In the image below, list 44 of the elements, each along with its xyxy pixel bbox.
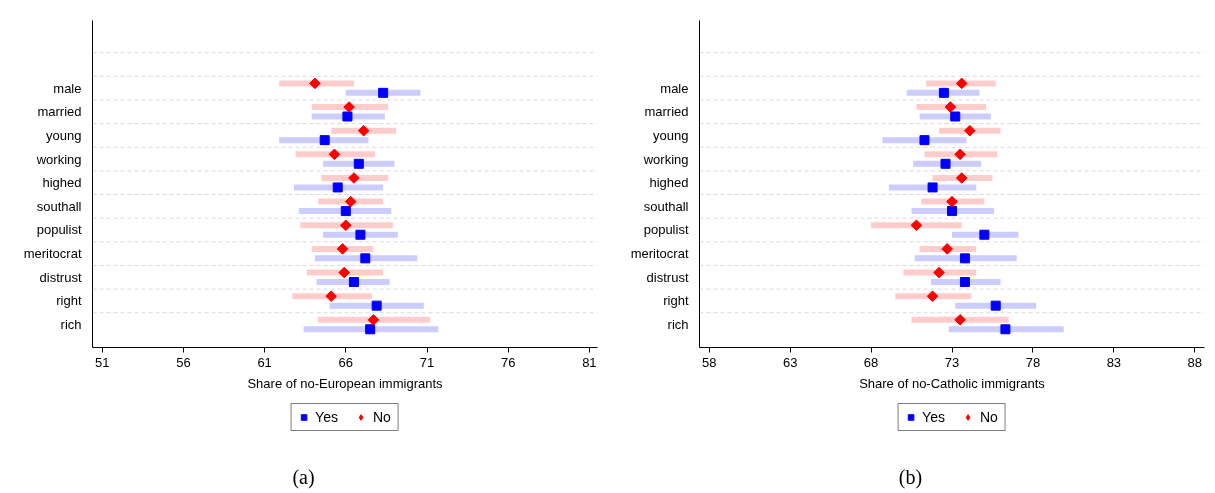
x-axis-title: Share of no-European immigrants bbox=[247, 375, 444, 391]
y-tick-label: rich bbox=[667, 317, 689, 333]
y-tick-label: distrust bbox=[39, 269, 82, 285]
y-tick-label: highed bbox=[42, 175, 82, 191]
x-tick-label: 61 bbox=[257, 354, 272, 370]
y-tick-label: working bbox=[35, 151, 82, 167]
y-tick-label: married bbox=[644, 104, 689, 120]
y-tick-label: young bbox=[653, 127, 689, 143]
legend-label: No bbox=[979, 409, 999, 425]
x-tick-label: 76 bbox=[500, 354, 516, 370]
x-tick-label: 73 bbox=[944, 354, 960, 370]
x-tick-label: 83 bbox=[1106, 354, 1122, 370]
legend-label: No bbox=[372, 409, 392, 425]
x-tick-label: 81 bbox=[582, 354, 597, 370]
text: (b) bbox=[898, 465, 923, 491]
x-tick-label: 88 bbox=[1187, 354, 1203, 370]
y-tick-label: right bbox=[663, 293, 689, 309]
y-tick-label: married bbox=[37, 104, 82, 120]
y-tick-label: highed bbox=[649, 175, 689, 191]
y-tick-label: southall bbox=[643, 198, 689, 214]
x-tick-label: 68 bbox=[863, 354, 879, 370]
x-tick-label: 66 bbox=[338, 354, 354, 370]
x-tick-label: 71 bbox=[419, 354, 435, 370]
legend-label: Yes bbox=[922, 409, 945, 425]
y-tick-label: rich bbox=[60, 317, 82, 333]
y-tick-label: distrust bbox=[646, 269, 689, 285]
y-tick-label: male bbox=[660, 80, 689, 96]
x-tick-label: 56 bbox=[176, 354, 191, 370]
x-tick-label: 58 bbox=[701, 354, 717, 370]
legend-label: Yes bbox=[315, 409, 338, 425]
y-tick-label: meritocrat bbox=[630, 246, 689, 262]
text: (a) bbox=[292, 465, 315, 491]
x-tick-label: 63 bbox=[782, 354, 798, 370]
x-tick-label: 51 bbox=[95, 354, 110, 370]
y-tick-label: populist bbox=[643, 222, 689, 238]
y-tick-label: populist bbox=[36, 222, 82, 238]
y-tick-label: right bbox=[56, 293, 82, 309]
y-tick-label: southall bbox=[36, 198, 82, 214]
x-axis-title: Share of no-Catholic immigrants bbox=[859, 375, 1046, 391]
y-tick-label: male bbox=[53, 80, 82, 96]
y-tick-label: young bbox=[46, 127, 82, 143]
y-tick-label: working bbox=[642, 151, 689, 167]
y-tick-label: meritocrat bbox=[23, 246, 82, 262]
x-tick-label: 78 bbox=[1025, 354, 1041, 370]
